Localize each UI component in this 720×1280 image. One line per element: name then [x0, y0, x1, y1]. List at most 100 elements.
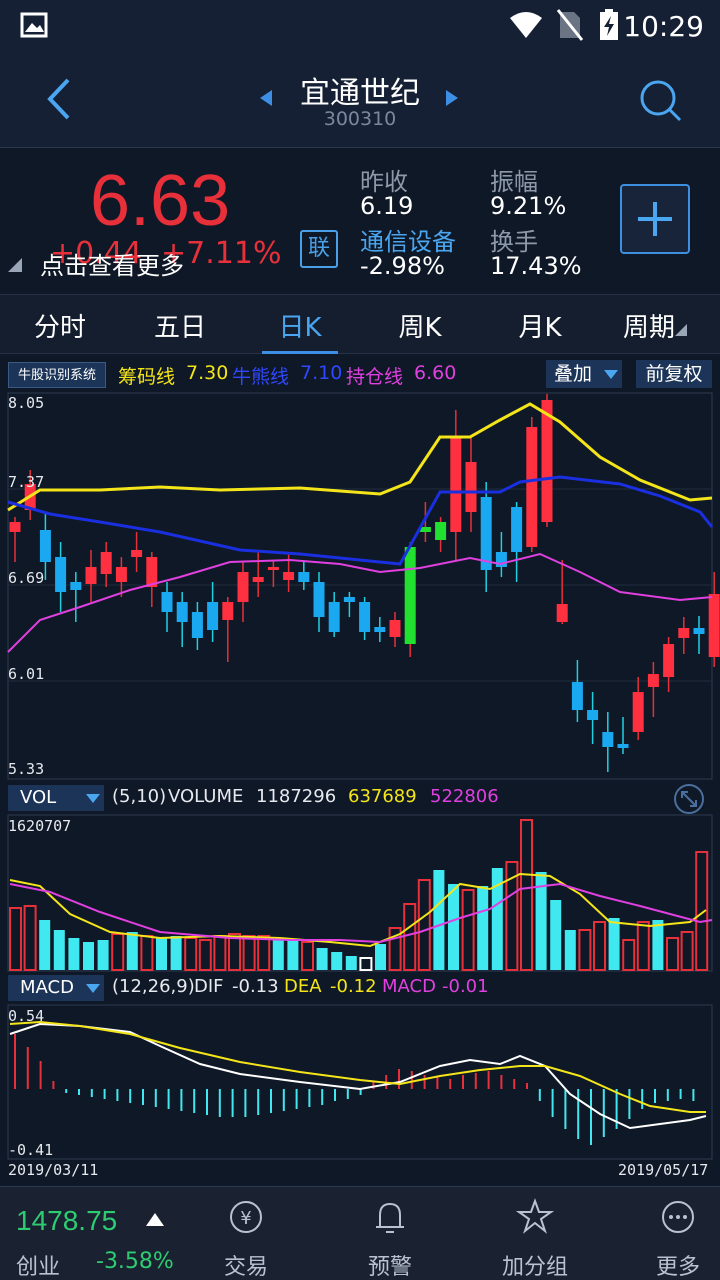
volume-bar: [23, 905, 37, 971]
candle: [131, 532, 143, 572]
candle: [176, 592, 188, 647]
candle: [678, 617, 690, 654]
search-button[interactable]: [636, 76, 684, 124]
volume-chart[interactable]: [0, 814, 720, 972]
candle: [237, 562, 249, 622]
macd-selector[interactable]: MACD: [8, 975, 104, 1001]
hold-line-label: 持仓线: [346, 366, 404, 388]
macd-bar: MACD (12,26,9) DIF -0.13 DEA -0.12 MACD …: [0, 973, 720, 1003]
dif-value: -0.13: [232, 976, 279, 997]
candle: [359, 597, 371, 640]
indicator-bar: 牛股识别系统 筹码线 7.30 牛熊线 7.10 持仓线 6.60 叠加 前复权: [0, 356, 720, 392]
candle: [526, 417, 538, 552]
quote-panel: 6.63 +0.44 +7.11% 点击查看更多 联 昨收 6.19 通信设备 …: [0, 148, 720, 292]
back-button[interactable]: [40, 74, 80, 124]
sector-change: -2.98%: [360, 252, 445, 280]
volume-bar: [198, 939, 212, 971]
nav-add-group[interactable]: 加分组: [485, 1197, 585, 1280]
corner-triangle-icon: [8, 258, 22, 272]
volume-bar: [461, 889, 475, 971]
candle: [343, 592, 355, 617]
tab-weekly-k[interactable]: 周K: [398, 313, 442, 343]
stock-code: 300310: [323, 108, 397, 130]
tab-intraday[interactable]: 分时: [33, 313, 86, 343]
volume-selector[interactable]: VOL: [8, 785, 104, 811]
volume-bar: VOL (5,10) VOLUME 1187296 637689 522806: [0, 783, 720, 815]
volume-bar: [564, 930, 576, 970]
volume-bar: [316, 948, 328, 970]
current-price: 6.63: [90, 161, 231, 241]
stock-name: 宜通世纪: [300, 76, 420, 111]
volume-bar: [301, 941, 314, 971]
candle: [663, 637, 675, 692]
macd-selector-label: MACD: [20, 977, 74, 998]
next-stock-icon[interactable]: [444, 88, 460, 108]
candle: [587, 692, 599, 744]
dif-line: [9, 1022, 707, 1130]
fullscreen-icon[interactable]: [672, 783, 706, 815]
status-bar: 10:29: [0, 0, 720, 52]
nav-trade[interactable]: ¥ 交易: [196, 1197, 296, 1280]
nav-add-group-label: 加分组: [501, 1255, 568, 1280]
amplitude-label: 振幅: [490, 168, 538, 196]
volume-bar: [652, 920, 664, 970]
tab-period[interactable]: 周期: [600, 307, 710, 344]
macd-chart[interactable]: [0, 1004, 720, 1160]
volume-bar: [622, 939, 636, 971]
view-more-tooltip[interactable]: 点击查看更多: [40, 252, 184, 280]
prev-stock-icon[interactable]: [258, 88, 274, 108]
index-value[interactable]: 1478.75: [16, 1205, 118, 1236]
dea-value: -0.12: [330, 976, 377, 997]
volume-bar: [184, 937, 198, 971]
candle: [480, 482, 492, 592]
volume-bar: [666, 937, 679, 971]
link-button[interactable]: 联: [300, 230, 338, 268]
nav-more[interactable]: 更多: [628, 1197, 720, 1280]
adjust-button[interactable]: 前复权: [636, 360, 712, 388]
prev-close-label: 昨收: [360, 168, 408, 196]
kline-axis-3: 6.69: [8, 569, 45, 587]
volume-ma10: 522806: [430, 786, 499, 807]
add-watchlist-button[interactable]: [620, 184, 690, 254]
candle: [511, 502, 523, 582]
price-change-row: +0.44 +7.11%: [50, 236, 281, 271]
amplitude-value: 9.21%: [490, 192, 567, 220]
candle: [708, 572, 720, 667]
index-change: -3.58%: [96, 1249, 174, 1274]
macd-label: MACD: [382, 976, 436, 997]
volume-bar: [403, 903, 417, 971]
kline-chart[interactable]: [0, 392, 720, 780]
volume-bar: [433, 870, 445, 970]
dea-line: [9, 1020, 706, 1113]
volume-params: (5,10): [112, 786, 167, 807]
volume-bar: [9, 907, 22, 971]
price-change: +0.44: [50, 236, 142, 271]
turnover-value: 17.43%: [490, 252, 582, 280]
macd-axis-min: -0.41: [8, 1141, 54, 1159]
candle: [207, 582, 219, 642]
candle: [161, 582, 173, 632]
chevron-down-icon: [86, 794, 100, 803]
tab-daily-k[interactable]: 日K: [278, 313, 322, 343]
sector-link[interactable]: 通信设备: [360, 228, 456, 256]
system-selector[interactable]: 牛股识别系统: [8, 362, 106, 388]
plus-icon: [638, 202, 672, 236]
trade-icon: ¥: [230, 1201, 262, 1233]
tab-monthly-k[interactable]: 月K: [518, 313, 562, 343]
candle: [252, 552, 264, 597]
wifi-icon: [510, 12, 542, 38]
volume-bar: [608, 918, 620, 970]
volume-ma5: 637689: [348, 786, 417, 807]
volume-bar: [126, 932, 138, 970]
overlay-dropdown[interactable]: 叠加: [546, 360, 622, 388]
up-arrow-icon: [146, 1213, 164, 1226]
volume-bar: [491, 868, 503, 970]
candle: [617, 717, 629, 754]
corner-triangle-icon: [675, 324, 687, 336]
tab-five-day[interactable]: 五日: [153, 313, 206, 343]
volume-bar: [331, 952, 343, 970]
nav-alert[interactable]: 预警: [340, 1197, 440, 1280]
candle: [450, 410, 462, 560]
candle: [602, 712, 614, 772]
candle: [70, 572, 82, 622]
